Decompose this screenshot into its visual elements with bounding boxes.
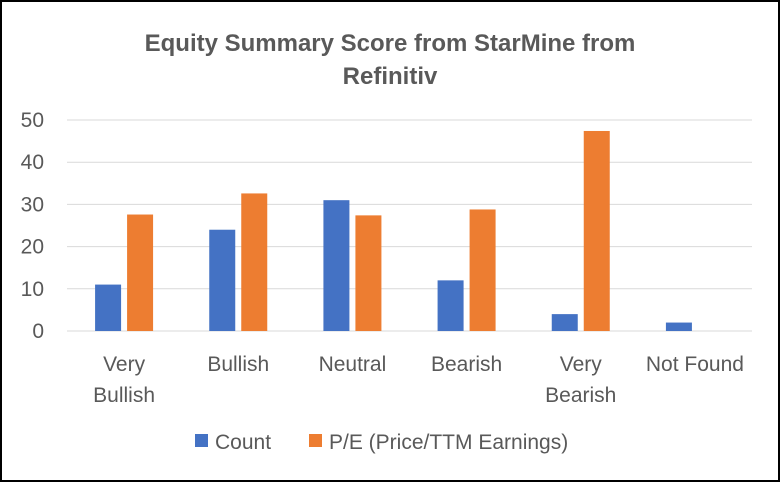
legend-swatch-count <box>195 434 208 447</box>
chart-title-line: Equity Summary Score from StarMine from <box>145 30 636 57</box>
y-tick-label: 40 <box>21 151 44 174</box>
x-category-label: Very <box>560 353 603 376</box>
y-tick-label: 0 <box>32 320 44 343</box>
x-category-label: Bullish <box>93 384 155 407</box>
chart-title: Equity Summary Score from StarMine from R… <box>145 30 636 90</box>
pe-bar <box>241 193 268 331</box>
y-tick-label: 50 <box>21 109 44 132</box>
count-bar <box>665 322 692 331</box>
legend-swatch-pe <box>309 434 322 447</box>
legend: Count P/E (Price/TTM Earnings) <box>195 431 568 454</box>
legend-label-pe: P/E (Price/TTM Earnings) <box>329 431 568 454</box>
bars <box>95 130 692 331</box>
legend-label-count: Count <box>215 431 271 454</box>
x-axis-categories: Very Bullish Bullish Neutral Bearish Very Bear… <box>93 353 744 407</box>
pe-bar <box>355 215 382 331</box>
x-category-label: Bullish <box>207 353 269 376</box>
count-bar <box>95 284 122 331</box>
pe-bar <box>583 130 610 331</box>
count-bar <box>209 229 236 331</box>
y-tick-label: 20 <box>21 236 44 259</box>
x-category-label: Bearish <box>431 353 502 376</box>
count-bar <box>551 314 578 331</box>
pe-bar <box>469 209 496 331</box>
chart-title-line: Refinitiv <box>343 63 438 90</box>
x-category-label: Neutral <box>319 353 387 376</box>
y-tick-label: 30 <box>21 193 44 216</box>
y-tick-label: 10 <box>21 278 44 301</box>
count-bar <box>323 200 350 331</box>
x-category-label: Bearish <box>545 384 616 407</box>
x-category-label: Very <box>103 353 146 376</box>
count-bar <box>437 280 464 331</box>
x-category-label: Not Found <box>646 353 744 376</box>
gridlines <box>67 119 752 332</box>
pe-bar <box>127 214 154 331</box>
y-axis-ticks: 0 10 20 30 40 50 <box>21 109 44 343</box>
